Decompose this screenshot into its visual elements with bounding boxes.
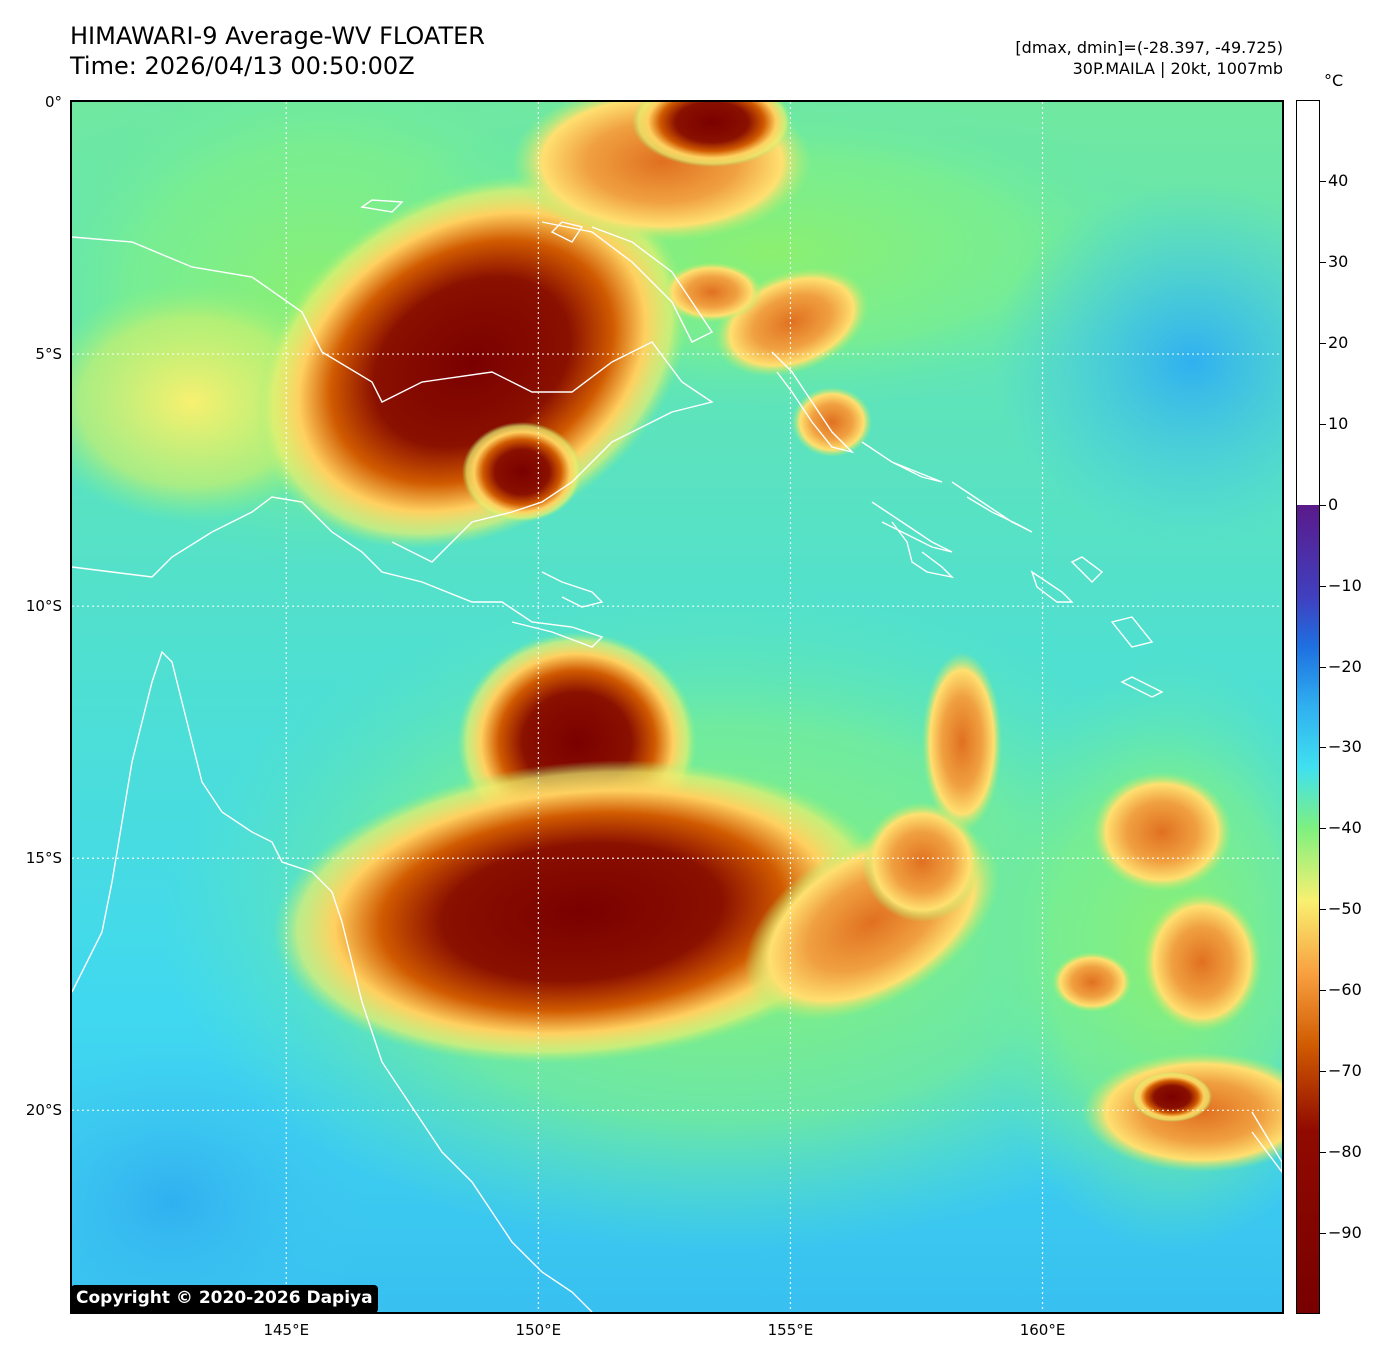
colorbar-tick-label: 30	[1328, 251, 1349, 271]
lat-label: 20°S	[25, 1101, 62, 1120]
colorbar-tick-label: 0	[1328, 494, 1339, 514]
lon-label: 160°E	[1019, 1321, 1066, 1339]
gridlines	[72, 102, 1282, 1312]
colorbar-tick	[1320, 1152, 1326, 1154]
convective-cloud	[632, 102, 792, 167]
coastline-manus	[360, 199, 404, 213]
colorbar-tick-label: −70	[1328, 1061, 1362, 1081]
convective-cloud	[1132, 1072, 1212, 1122]
colorbar-tick-label: −50	[1328, 899, 1362, 919]
lat-label: 15°S	[25, 849, 62, 868]
colorbar-tick-label: −20	[1328, 656, 1362, 676]
coastlines	[72, 199, 1282, 1312]
convective-cloud	[922, 652, 1002, 832]
chart-title: HIMAWARI-9 Average-WV FLOATER	[70, 22, 485, 50]
coastline-guadalcanal	[891, 521, 955, 579]
colorbar-tick	[1320, 666, 1326, 668]
coastline-new-caledonia	[1251, 1111, 1282, 1174]
colorbar-tick-label: −90	[1328, 1223, 1362, 1243]
convective-cloud	[792, 387, 872, 457]
colorbar-tick	[1320, 180, 1326, 182]
colorbar-tick-label: −60	[1328, 980, 1362, 1000]
copyright-badge: Copyright © 2020-2026 Dapiya	[71, 1285, 378, 1313]
coastline-bougainville	[771, 351, 855, 454]
coastline-malaita	[951, 481, 1033, 533]
colorbar-tick-label: −40	[1328, 818, 1362, 838]
coastline-efate	[1120, 676, 1164, 698]
convective-cloud	[1092, 772, 1232, 892]
storm-info: 30P.MAILA | 20kt, 1007mb	[1072, 59, 1283, 78]
colorbar-tick	[1320, 504, 1326, 506]
coastline-queensland	[72, 650, 593, 1312]
coastline-santa-isabel	[871, 501, 953, 553]
lat-label: 10°S	[25, 597, 62, 616]
coastline-louisiade	[541, 571, 604, 608]
dmax-dmin-info: [dmax, dmin]=(-28.397, -49.725)	[1015, 38, 1283, 57]
lat-label: 0°	[44, 93, 62, 111]
convective-cloud	[662, 262, 762, 322]
lat-label: 5°S	[35, 345, 62, 364]
dry-slot	[992, 182, 1282, 542]
coastline-new-guinea-south	[72, 496, 604, 648]
colorbar-tick	[1320, 342, 1326, 344]
map-canvas	[72, 102, 1282, 1312]
lon-label: 155°E	[767, 1321, 814, 1339]
colorbar-tick-label: −30	[1328, 737, 1362, 757]
colorbar-tick	[1320, 261, 1326, 263]
colorbar-tick	[1320, 828, 1326, 830]
satellite-map	[70, 100, 1284, 1314]
colorbar-tick-label: 10	[1328, 413, 1349, 433]
colorbar-tick-label: 20	[1328, 332, 1349, 352]
convective-cloud	[1142, 892, 1262, 1032]
coastline-new-guinea-north	[72, 236, 714, 563]
dry-slot	[72, 1042, 372, 1312]
coastline-espiritu-santo	[1110, 616, 1154, 648]
coastline-new-ireland	[541, 221, 714, 343]
colorbar-tick	[1320, 423, 1326, 425]
convective-cloud	[1052, 952, 1132, 1012]
chart-time: Time: 2026/04/13 00:50:00Z	[70, 52, 415, 80]
coastline-choiseul	[861, 441, 943, 483]
convective-cloud	[462, 422, 582, 522]
colorbar-tick	[1320, 1233, 1326, 1235]
colorbar-tick	[1320, 585, 1326, 587]
colorbar-tick-label: −10	[1328, 575, 1362, 595]
lon-label: 145°E	[263, 1321, 310, 1339]
convective-cloud	[862, 802, 982, 922]
convective-cloud	[272, 760, 892, 1064]
colorbar-unit: °C	[1324, 71, 1344, 90]
colorbar-tick-label: −80	[1328, 1142, 1362, 1162]
colorbar-tick	[1320, 747, 1326, 749]
colorbar	[1296, 100, 1320, 1314]
colorbar-tick	[1320, 990, 1326, 992]
coastline-makira	[1030, 570, 1074, 603]
colorbar-tick	[1320, 1071, 1326, 1073]
convective-cloud	[255, 175, 689, 549]
lon-label: 150°E	[515, 1321, 562, 1339]
colorbar-tick-label: 40	[1328, 170, 1349, 190]
cloud-field	[72, 102, 1282, 1312]
colorbar-tick	[1320, 909, 1326, 911]
coastline-vanuatu-north	[1070, 556, 1104, 583]
